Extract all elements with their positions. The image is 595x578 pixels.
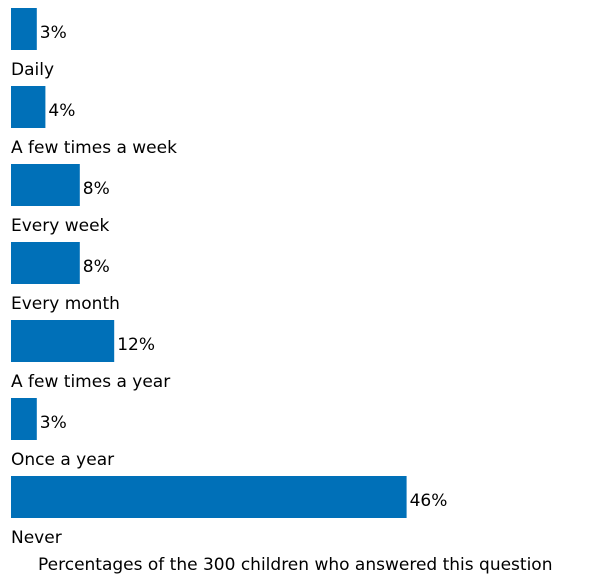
chart-caption: Percentages of the 300 children who answ… xyxy=(38,555,552,575)
bar-a-few-times-a-year xyxy=(11,320,115,362)
bar-a-few-times-a-week xyxy=(11,86,46,128)
bar-never xyxy=(11,476,407,518)
bar-value-label: 8% xyxy=(83,257,110,277)
bar-every-week xyxy=(11,164,80,206)
bar-value-label: 3% xyxy=(40,413,67,433)
bar-daily xyxy=(11,8,37,50)
category-label: A few times a week xyxy=(11,138,177,158)
bar-value-label: 46% xyxy=(410,491,448,511)
bar-once-a-year xyxy=(11,398,37,440)
bars-layer: 3% Daily 4% A few times a week 8% Every week 8… xyxy=(11,8,447,548)
bar-value-label: 3% xyxy=(40,23,67,43)
category-label: Daily xyxy=(11,60,54,80)
category-label: Once a year xyxy=(11,450,114,470)
category-label: Never xyxy=(11,528,62,548)
category-label: A few times a year xyxy=(11,372,170,392)
bar-value-label: 12% xyxy=(117,335,155,355)
bar-value-label: 8% xyxy=(83,179,110,199)
category-label: Every month xyxy=(11,294,120,314)
bar-value-label: 4% xyxy=(48,101,75,121)
category-label: Every week xyxy=(11,216,110,236)
bar-every-month xyxy=(11,242,80,284)
